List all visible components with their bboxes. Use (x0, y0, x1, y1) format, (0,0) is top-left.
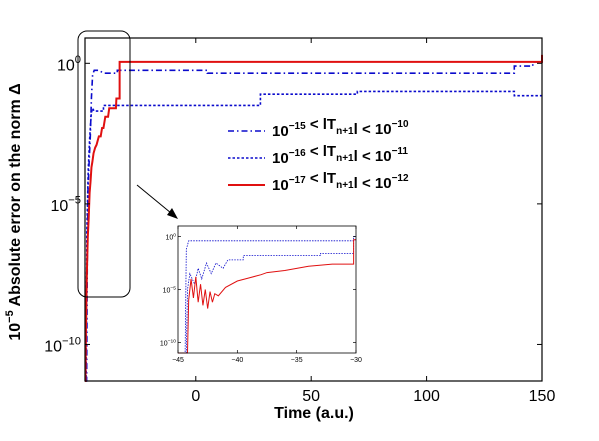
inset-series-line-1 (178, 239, 356, 354)
inset-chart: −45 −40 −35 −30 100 10−5 10−10 (160, 225, 362, 364)
inset-x-ticks: −45 −40 −35 −30 (172, 226, 362, 364)
main-series-layer (84, 54, 543, 382)
legend-label-3: 10−17 < lTn+1l < 10−12 (272, 170, 409, 194)
series-line-3 (84, 54, 543, 382)
inset-series-line-2 (178, 236, 356, 354)
legend-label-2: 10−16 < lTn+1l < 10−11 (272, 143, 408, 167)
y-axis-label: 10−5 Absolute error on the norm Δ (4, 83, 24, 340)
inset-series-line-3 (178, 239, 356, 354)
inset-x-tick-label: −45 (172, 357, 184, 364)
inset-y-tick-label: 100 (165, 232, 176, 241)
legend-label-1: 10−15 < lTn+1l < 10−10 (272, 116, 409, 140)
x-axis-label: Time (a.u.) (274, 405, 354, 422)
x-tick-label: 0 (191, 388, 200, 405)
series-line-2 (85, 90, 542, 382)
inset-x-tick-label: −35 (291, 357, 303, 364)
zoom-arrow-head (167, 208, 178, 219)
inset-x-tick-label: −40 (231, 357, 243, 364)
inset-y-tick-label: 10−10 (160, 338, 176, 347)
inset-y-tick-label: 10−5 (163, 285, 177, 294)
x-tick-label: 150 (529, 388, 556, 405)
inset-series-layer (178, 236, 356, 354)
inset-x-tick-label: −30 (350, 357, 362, 364)
main-plot-frame (84, 37, 543, 382)
x-tick-label: 50 (302, 388, 320, 405)
x-tick-label: 100 (413, 388, 440, 405)
legend: 10−15 < lTn+1l < 10−10 10−16 < lTn+1l < 1… (228, 116, 409, 194)
y-axis-label-prefix-exp: −5 (4, 310, 16, 323)
series-line-1 (85, 61, 542, 382)
y-axis-label-text: Absolute error on the norm Δ (7, 83, 24, 306)
y-tick-label: 10−10 (44, 335, 81, 355)
zoom-arrow-line (136, 184, 172, 214)
y-axis-label-prefix: 10 (7, 323, 24, 341)
zoom-highlight-box (77, 30, 131, 298)
inset-y-ticks: 100 10−5 10−10 (160, 232, 356, 347)
inset-background (178, 226, 356, 353)
main-x-ticks: 0 50 100 150 (191, 38, 555, 405)
